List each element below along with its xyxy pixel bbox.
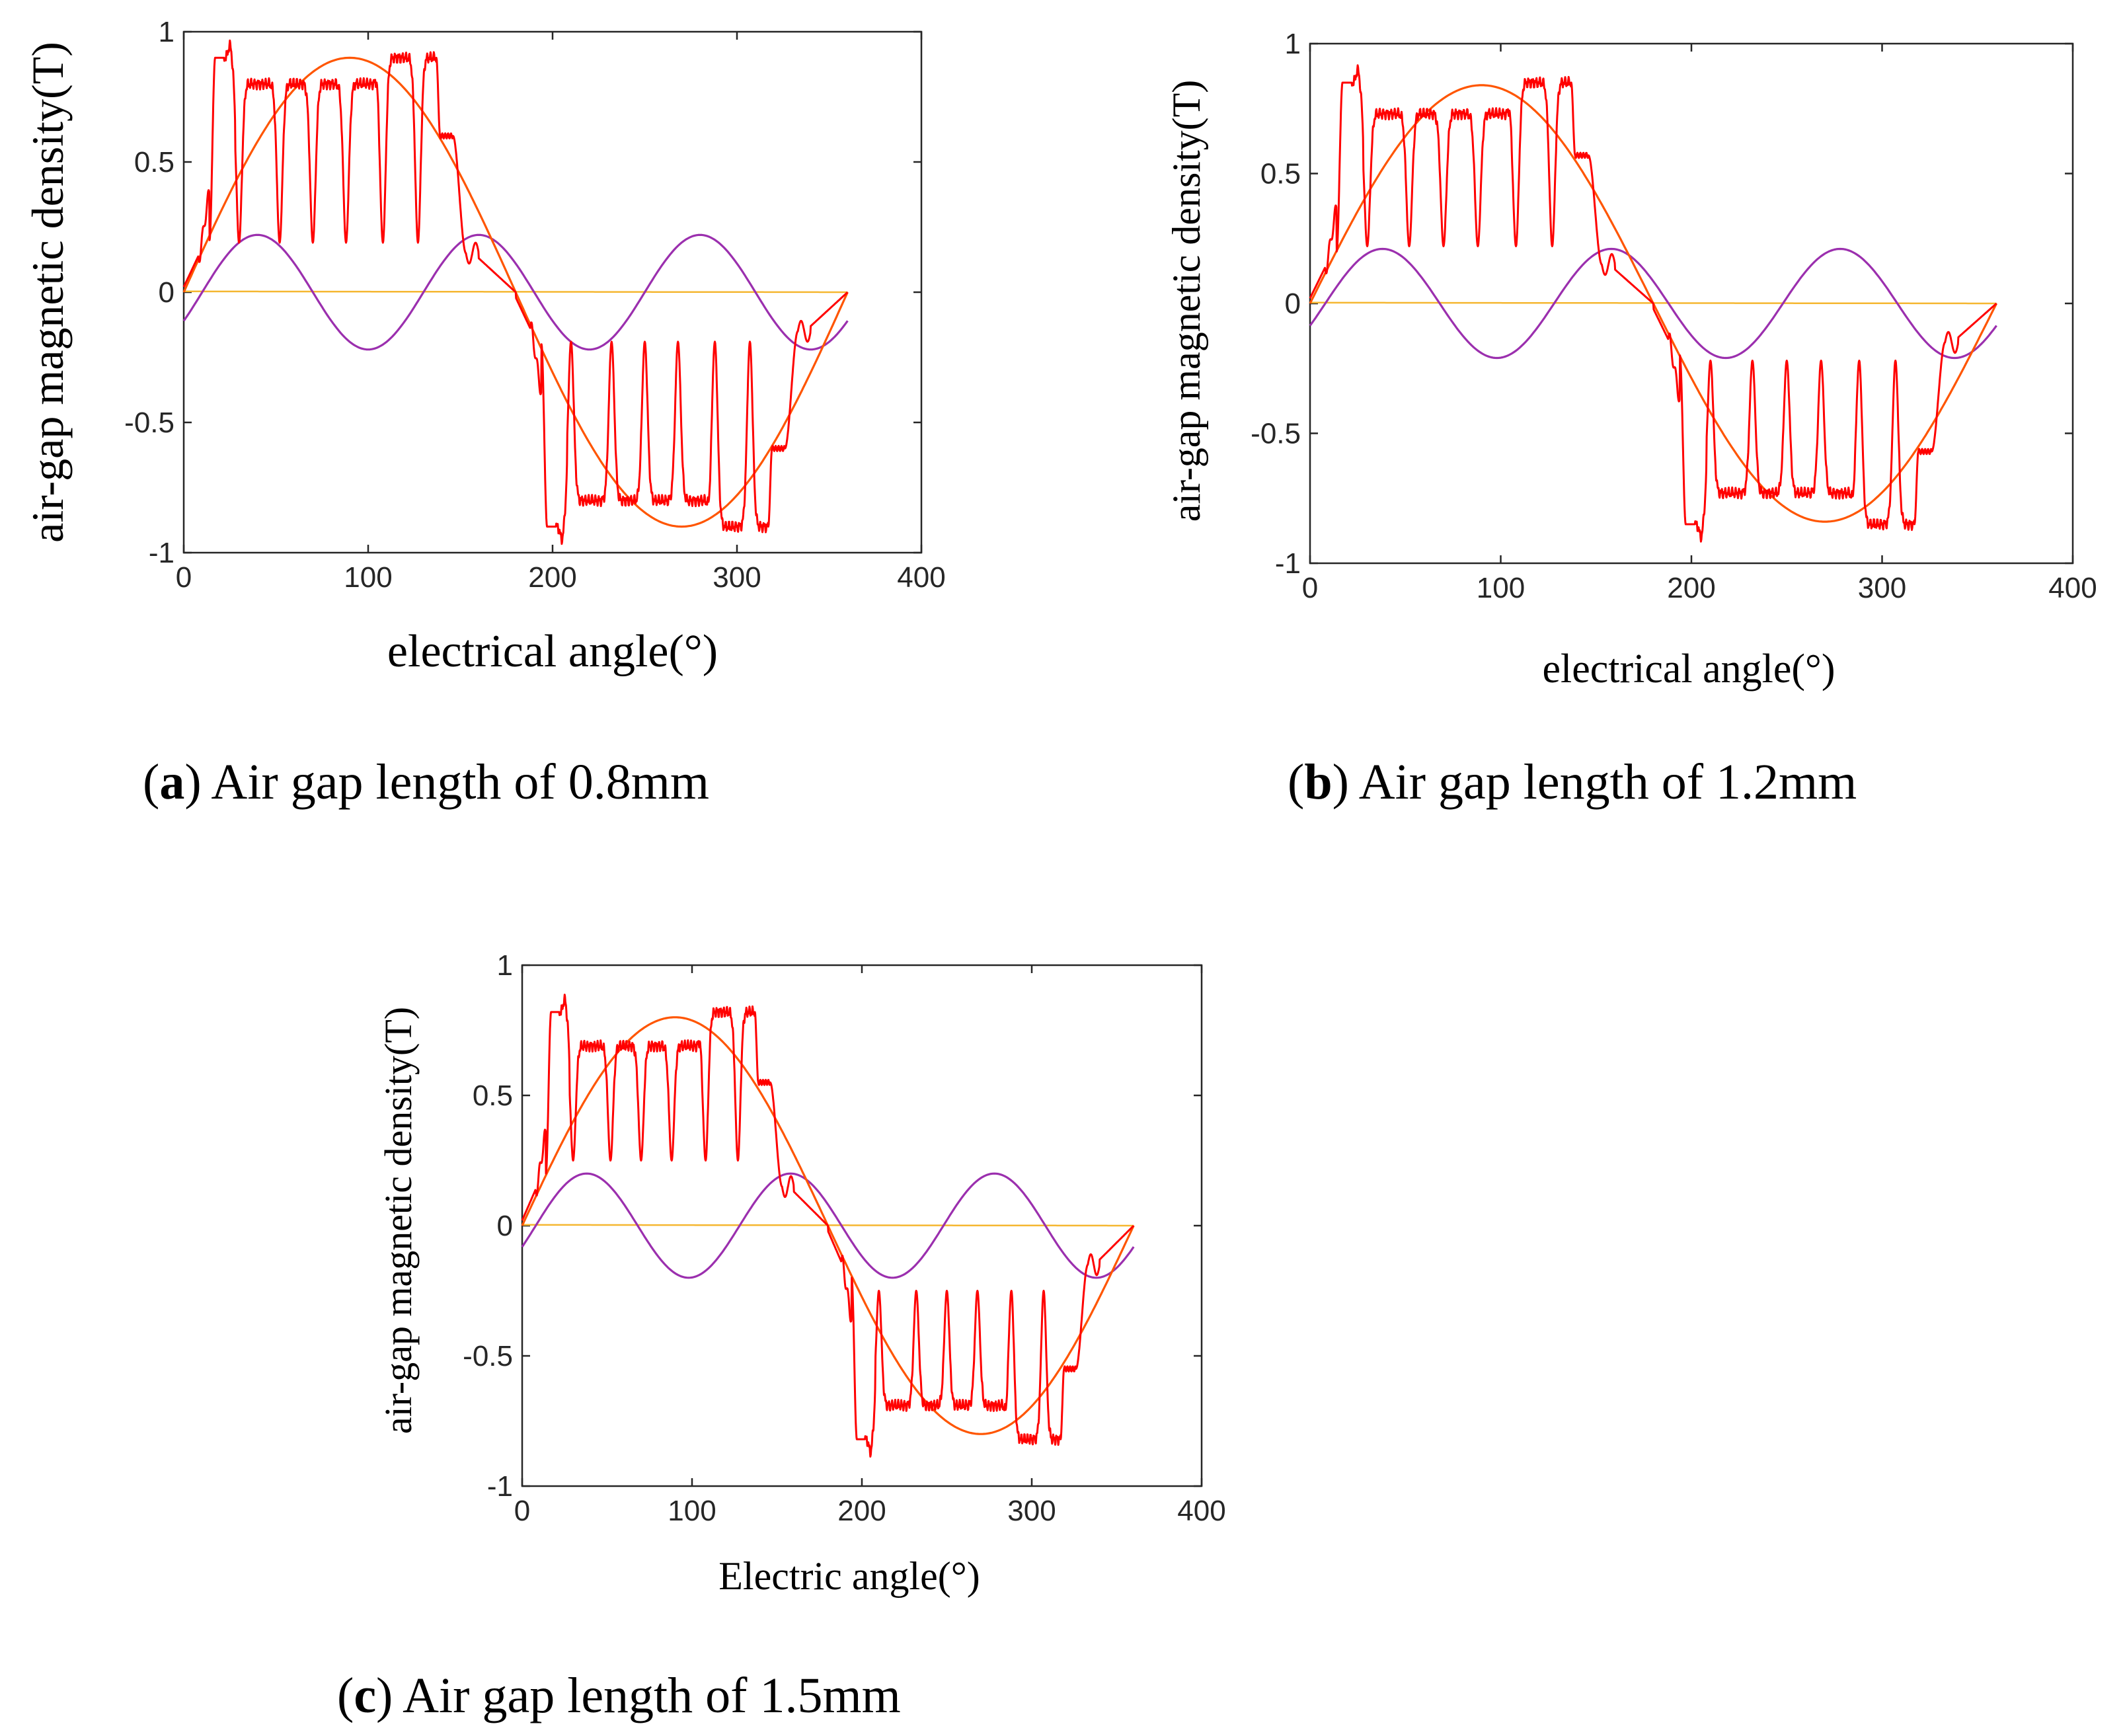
y-tick-label-a-3: 0.5: [134, 146, 174, 178]
series-line-c-harmonic: [521, 1172, 1135, 1279]
x-tick-label-b-4: 400: [2048, 572, 2097, 604]
x-tick-label-c-2: 200: [837, 1495, 886, 1527]
x-tick-label-b-0: 0: [1302, 572, 1318, 604]
y-tick-label-b-4: 1: [1285, 28, 1301, 60]
caption-c-close: ): [376, 1668, 393, 1723]
y-tick-label-a-1: -0.5: [124, 407, 174, 439]
y-tick-label-a-2: 0: [159, 276, 174, 309]
tick-labels-a: 0 100 200 300 400 -1 -0.5 0 0.5 1: [124, 16, 946, 594]
tick-labels-b: 0 100 200 300 400 -1 -0.5 0 0.5 1: [1251, 28, 2097, 604]
panel-c: 0 100 200 300 400 -1 -0.5 0 0.5 1 Electric angle(…: [337, 949, 1226, 1723]
x-axis-label-c: Electric angle(°): [718, 1554, 980, 1598]
tick-labels-c: 0 100 200 300 400 -1 -0.5 0 0.5 1: [463, 949, 1226, 1527]
panel-a: 0 100 200 300 400 -1 -0.5 0 0.5 1 electrical angl…: [22, 16, 946, 810]
caption-c-letter: c: [354, 1668, 376, 1723]
caption-b-open: (: [1288, 754, 1304, 810]
caption-c: (c) Air gap length of 1.5mm: [337, 1668, 901, 1723]
y-tick-label-c-4: 1: [497, 949, 513, 982]
series-line-b-harmonic: [1309, 247, 1997, 360]
x-tick-label-c-4: 400: [1177, 1495, 1225, 1527]
x-tick-label-a-4: 400: [897, 561, 945, 594]
caption-c-open: (: [337, 1668, 354, 1723]
y-tick-label-c-1: -0.5: [463, 1340, 513, 1372]
x-tick-label-b-2: 200: [1667, 572, 1715, 604]
x-tick-label-b-1: 100: [1477, 572, 1525, 604]
y-tick-label-b-0: -1: [1275, 547, 1301, 580]
y-tick-label-b-2: 0: [1285, 288, 1301, 320]
caption-b-text: Air gap length of 1.2mm: [1349, 754, 1857, 810]
x-tick-label-c-1: 100: [668, 1495, 716, 1527]
y-tick-label-a-0: -1: [149, 537, 174, 569]
y-axis-label-c: air-gap magnetic density(T): [377, 1007, 420, 1434]
y-tick-label-a-4: 1: [159, 16, 174, 48]
series-line-a-waveform: [182, 39, 849, 545]
x-tick-label-c-3: 300: [1007, 1495, 1056, 1527]
y-axis-label-b: air-gap magnetic density(T): [1165, 80, 1208, 522]
y-tick-label-b-1: -0.5: [1251, 418, 1301, 450]
series-line-b-waveform: [1309, 64, 1997, 543]
series-c: [521, 994, 1135, 1458]
caption-b-letter: b: [1304, 754, 1332, 810]
axes-ticks-c: [521, 964, 1203, 1487]
caption-a-letter: a: [159, 754, 184, 810]
x-axis-label-b: electrical angle(°): [1543, 647, 1835, 691]
y-tick-label-c-0: -1: [487, 1470, 513, 1503]
y-tick-label-c-3: 0.5: [473, 1080, 513, 1112]
panel-b: 0 100 200 300 400 -1 -0.5 0 0.5 1 electrical angl…: [1165, 28, 2097, 810]
series-line-a-harmonic: [182, 233, 849, 351]
x-tick-label-c-0: 0: [514, 1495, 530, 1527]
caption-a-open: (: [143, 754, 159, 810]
caption-b: (b) Air gap length of 1.2mm: [1288, 754, 1857, 810]
y-tick-label-b-3: 0.5: [1260, 158, 1301, 190]
series-line-c-waveform: [521, 994, 1135, 1458]
caption-a-text: Air gap length of 0.8mm: [202, 754, 709, 810]
caption-a-close: ): [184, 754, 201, 810]
x-axis-label-a: electrical angle(°): [387, 626, 718, 677]
x-tick-label-a-0: 0: [176, 561, 192, 594]
y-tick-label-c-2: 0: [497, 1210, 513, 1242]
caption-c-text: Air gap length of 1.5mm: [393, 1668, 900, 1723]
caption-b-close: ): [1333, 754, 1349, 810]
series-a: [182, 39, 849, 545]
x-tick-label-a-1: 100: [344, 561, 392, 594]
x-tick-label-b-3: 300: [1858, 572, 1906, 604]
x-tick-label-a-2: 200: [528, 561, 576, 594]
axes-ticks-a: [182, 30, 923, 554]
series-b: [1309, 64, 1998, 543]
y-axis-label-a: air-gap magnetic density(T): [22, 42, 73, 543]
caption-a: (a) Air gap length of 0.8mm: [143, 754, 709, 810]
x-tick-label-a-3: 300: [713, 561, 761, 594]
